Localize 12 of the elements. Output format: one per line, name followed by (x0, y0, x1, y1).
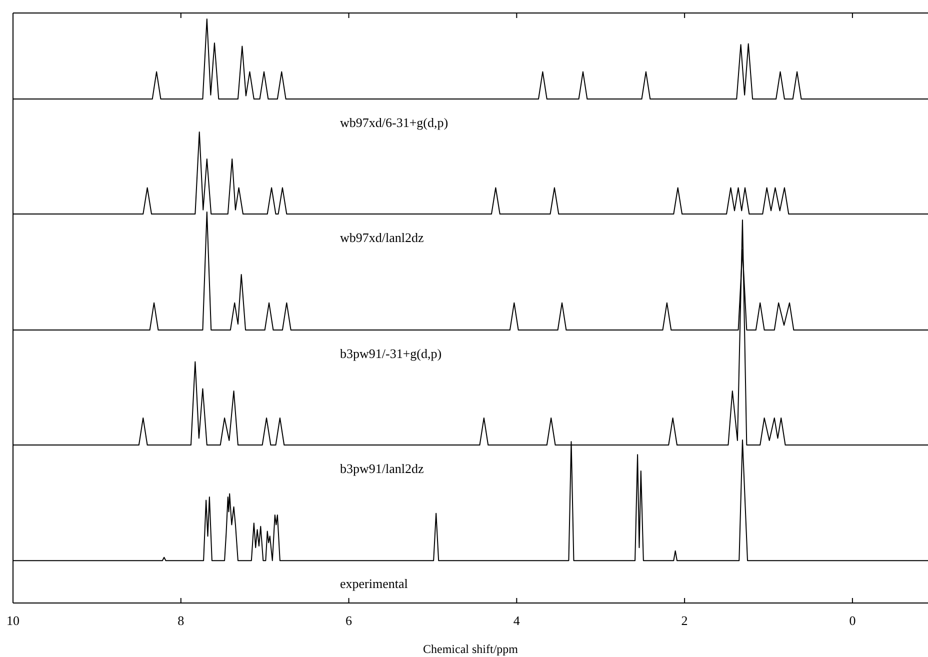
x-axis-title: Chemical shift/ppm (423, 642, 519, 656)
x-tick-label: 0 (849, 613, 856, 628)
annotation: b3pw91/lanl2dz (340, 461, 424, 476)
annotation: wb97xd/lanl2dz (340, 230, 424, 245)
x-tick-label: 10 (6, 613, 20, 628)
annotation: b3pw91/-31+g(d,p) (340, 346, 442, 361)
x-tick-label: 2 (681, 613, 688, 628)
x-tick-label: 4 (513, 613, 520, 628)
x-tick-label: 6 (346, 613, 353, 628)
text: wb97xd/6-31+g(d,p) (340, 115, 448, 130)
annotation: experimental (340, 576, 408, 591)
x-tick-label: 8 (178, 613, 184, 628)
